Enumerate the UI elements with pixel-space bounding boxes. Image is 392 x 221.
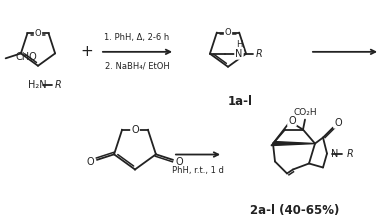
Text: O: O bbox=[131, 125, 139, 135]
Polygon shape bbox=[271, 142, 315, 146]
Text: 1. PhH, Δ, 2-6 h: 1. PhH, Δ, 2-6 h bbox=[104, 33, 170, 42]
Text: O: O bbox=[288, 116, 296, 126]
Text: N: N bbox=[331, 149, 338, 158]
Text: H: H bbox=[236, 40, 242, 49]
Text: +: + bbox=[81, 44, 93, 59]
Text: O: O bbox=[176, 157, 183, 167]
Text: O: O bbox=[334, 118, 342, 128]
Text: H₂N: H₂N bbox=[28, 80, 47, 90]
Text: PhH, r.t., 1 d: PhH, r.t., 1 d bbox=[172, 166, 224, 175]
Text: R: R bbox=[256, 49, 263, 59]
Text: R: R bbox=[347, 149, 354, 158]
Text: O: O bbox=[34, 29, 41, 38]
Text: O: O bbox=[87, 157, 94, 167]
Text: CHO: CHO bbox=[16, 52, 37, 62]
Text: 1a-l: 1a-l bbox=[227, 95, 252, 108]
Text: N: N bbox=[235, 49, 243, 59]
Text: 2. NaBH₄/ EtOH: 2. NaBH₄/ EtOH bbox=[105, 62, 169, 71]
Text: 2a-l (40-65%): 2a-l (40-65%) bbox=[250, 204, 340, 217]
Text: CO₂H: CO₂H bbox=[293, 108, 317, 117]
Text: R: R bbox=[55, 80, 62, 90]
Text: O: O bbox=[225, 28, 231, 37]
